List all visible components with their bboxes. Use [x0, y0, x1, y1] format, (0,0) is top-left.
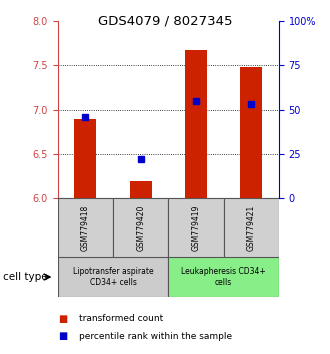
Bar: [185, 50, 207, 198]
Text: GDS4079 / 8027345: GDS4079 / 8027345: [98, 15, 232, 28]
Text: percentile rank within the sample: percentile rank within the sample: [79, 332, 232, 341]
FancyBboxPatch shape: [223, 198, 279, 257]
Text: ■: ■: [58, 314, 67, 324]
Text: GSM779418: GSM779418: [81, 204, 90, 251]
FancyBboxPatch shape: [58, 198, 113, 257]
FancyBboxPatch shape: [168, 257, 279, 297]
Text: cell type: cell type: [3, 272, 48, 282]
Bar: [240, 67, 262, 198]
FancyBboxPatch shape: [113, 198, 168, 257]
Bar: [130, 181, 152, 198]
FancyBboxPatch shape: [58, 257, 168, 297]
Text: Leukapheresis CD34+
cells: Leukapheresis CD34+ cells: [181, 267, 266, 287]
Text: transformed count: transformed count: [79, 314, 163, 323]
Bar: [74, 119, 96, 198]
Text: GSM779420: GSM779420: [136, 204, 145, 251]
Text: GSM779419: GSM779419: [191, 204, 200, 251]
Text: ■: ■: [58, 331, 67, 341]
Text: GSM779421: GSM779421: [247, 204, 256, 251]
FancyBboxPatch shape: [168, 198, 223, 257]
Text: Lipotransfer aspirate
CD34+ cells: Lipotransfer aspirate CD34+ cells: [73, 267, 153, 287]
